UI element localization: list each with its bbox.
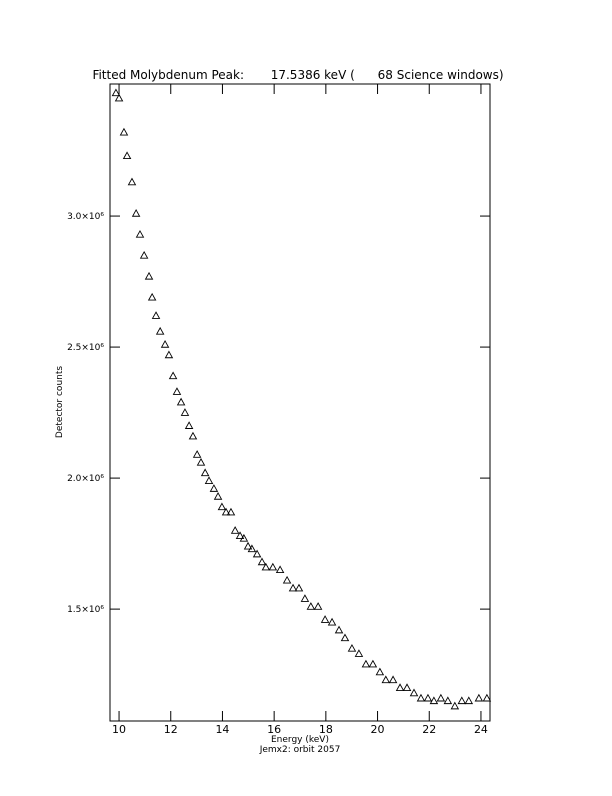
data-point: [457, 696, 467, 705]
data-point: [221, 507, 231, 516]
data-point: [247, 544, 257, 553]
x-axis-label: Energy (keV): [271, 735, 329, 745]
data-point: [127, 177, 137, 186]
data-point: [436, 693, 446, 702]
x-tick-label: 24: [474, 723, 488, 736]
data-point: [474, 693, 484, 702]
data-point: [196, 457, 206, 466]
y-tick-label: 2.5×10⁶: [67, 343, 104, 353]
data-point: [168, 371, 178, 380]
data-point: [151, 311, 161, 319]
data-point: [200, 468, 210, 477]
data-point: [188, 431, 198, 440]
data-point: [226, 507, 236, 516]
plot-frame: [109, 83, 491, 722]
x-tick-label: 10: [112, 723, 126, 736]
data-point: [482, 693, 492, 702]
data-point: [184, 421, 194, 429]
data-point: [235, 531, 245, 539]
data-point: [409, 688, 419, 697]
data-point: [239, 533, 249, 542]
data-point: [172, 387, 182, 395]
data-point: [334, 625, 344, 634]
x-tick-label: 20: [371, 723, 385, 736]
chart-title: Fitted Molybdenum Peak: 17.5386 keV ( 68…: [92, 68, 503, 82]
data-point: [164, 350, 174, 359]
data-point: [395, 683, 405, 691]
data-point: [135, 229, 145, 238]
data-point: [131, 209, 141, 217]
data-point: [252, 549, 262, 558]
data-point: [243, 541, 253, 550]
data-point: [217, 502, 227, 511]
data-point: [160, 340, 170, 348]
data-point: [347, 643, 357, 652]
y-tick-label: 2.0×10⁶: [67, 474, 104, 484]
data-point: [327, 617, 337, 626]
data-point: [300, 594, 310, 602]
data-point: [122, 151, 132, 160]
data-point: [180, 408, 190, 416]
data-point: [213, 492, 223, 500]
data-point: [282, 575, 292, 584]
data-point: [288, 583, 298, 592]
x-tick-label: 22: [422, 723, 436, 736]
x-tick-label: 12: [164, 723, 178, 736]
x-tick-label: 14: [215, 723, 229, 736]
data-point: [192, 450, 202, 458]
data-point: [257, 557, 267, 566]
data-point: [155, 326, 165, 335]
data-point: [114, 93, 124, 102]
data-point: [139, 250, 149, 259]
y-tick-label: 1.5×10⁶: [67, 605, 104, 615]
y-axis-label: Detector counts: [55, 366, 65, 438]
data-point: [423, 693, 433, 702]
data-point: [147, 292, 157, 301]
data-point: [450, 701, 460, 710]
data-point: [204, 476, 214, 484]
data-point: [268, 562, 278, 571]
data-point: [144, 271, 154, 280]
data-point: [230, 526, 240, 534]
data-point: [340, 633, 350, 642]
data-point: [306, 602, 316, 610]
data-point: [416, 693, 426, 702]
data-point: [354, 649, 364, 657]
data-point: [261, 562, 271, 571]
data-point: [111, 88, 121, 97]
data-point: [294, 583, 304, 592]
data-point: [402, 683, 412, 691]
data-point: [443, 696, 453, 705]
data-point: [429, 696, 439, 705]
subtitle: Jemx2: orbit 2057: [259, 745, 341, 755]
data-point: [381, 675, 391, 684]
data-point: [209, 484, 219, 492]
data-point: [176, 397, 186, 406]
x-tick-label: 16: [267, 723, 281, 736]
data-point: [313, 602, 323, 610]
data-point: [119, 127, 129, 136]
data-point: [368, 659, 378, 668]
data-point: [361, 659, 371, 668]
data-point: [388, 675, 398, 684]
data-point: [275, 565, 285, 574]
data-point: [464, 696, 474, 705]
data-point: [375, 667, 385, 676]
y-tick-label: 3.0×10⁶: [67, 212, 104, 222]
x-tick-label: 18: [319, 723, 333, 736]
data-point: [320, 615, 330, 623]
